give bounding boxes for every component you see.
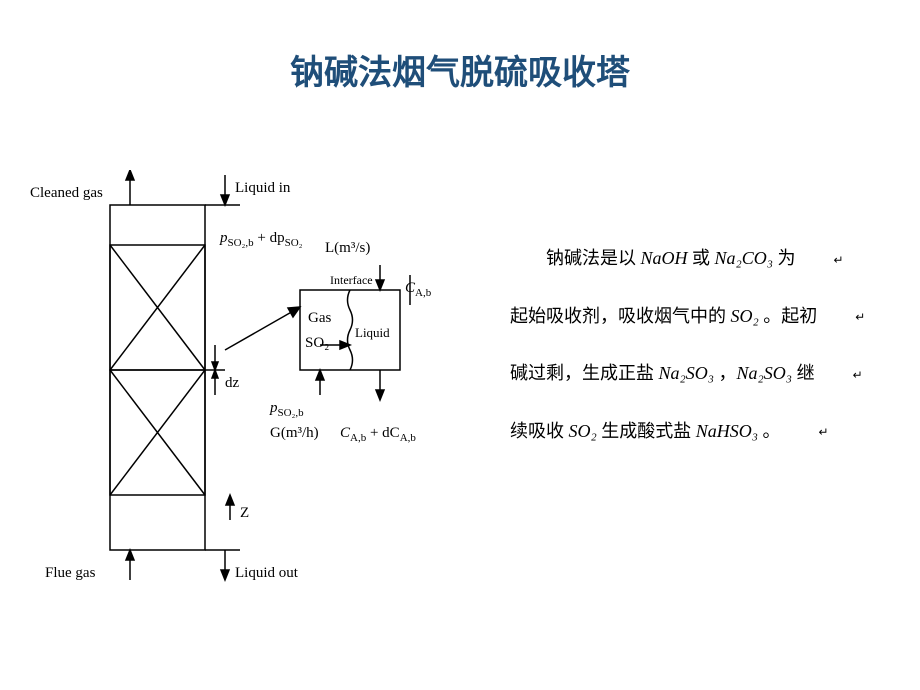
label-G: G(m³/h) [270, 425, 319, 442]
label-dz: dz [225, 375, 239, 392]
description-text: 钠碱法是以 NaOH 或 Na₂CO₃ 为↵ 起始吸收剂，吸收烟气中的 SO₂ … [510, 230, 890, 460]
tower-diagram: Cleaned gas Liquid in Flue gas Liquid ou… [30, 170, 470, 590]
label-liquid-in: Liquid in [235, 180, 290, 197]
label-flue-gas: Flue gas [45, 565, 95, 582]
label-L: L(m³/s) [325, 240, 370, 257]
label-cleaned-gas: Cleaned gas [30, 185, 103, 202]
label-p-dp: pSO₂,b + dpSO₂ [220, 230, 303, 249]
label-Z: Z [240, 505, 249, 522]
label-so2: SO₂ [305, 335, 329, 352]
label-CAb: CA,b [405, 280, 431, 299]
label-gas: Gas [308, 310, 331, 327]
label-liquid: Liquid [355, 325, 390, 341]
label-interface: Interface [330, 273, 373, 288]
label-CAb-dC: CA,b + dCA,b [340, 425, 416, 444]
label-liquid-out: Liquid out [235, 565, 298, 582]
label-p-so2b: pSO₂,b [270, 400, 304, 419]
page-title: 钠碱法烟气脱硫吸收塔 [0, 45, 920, 94]
